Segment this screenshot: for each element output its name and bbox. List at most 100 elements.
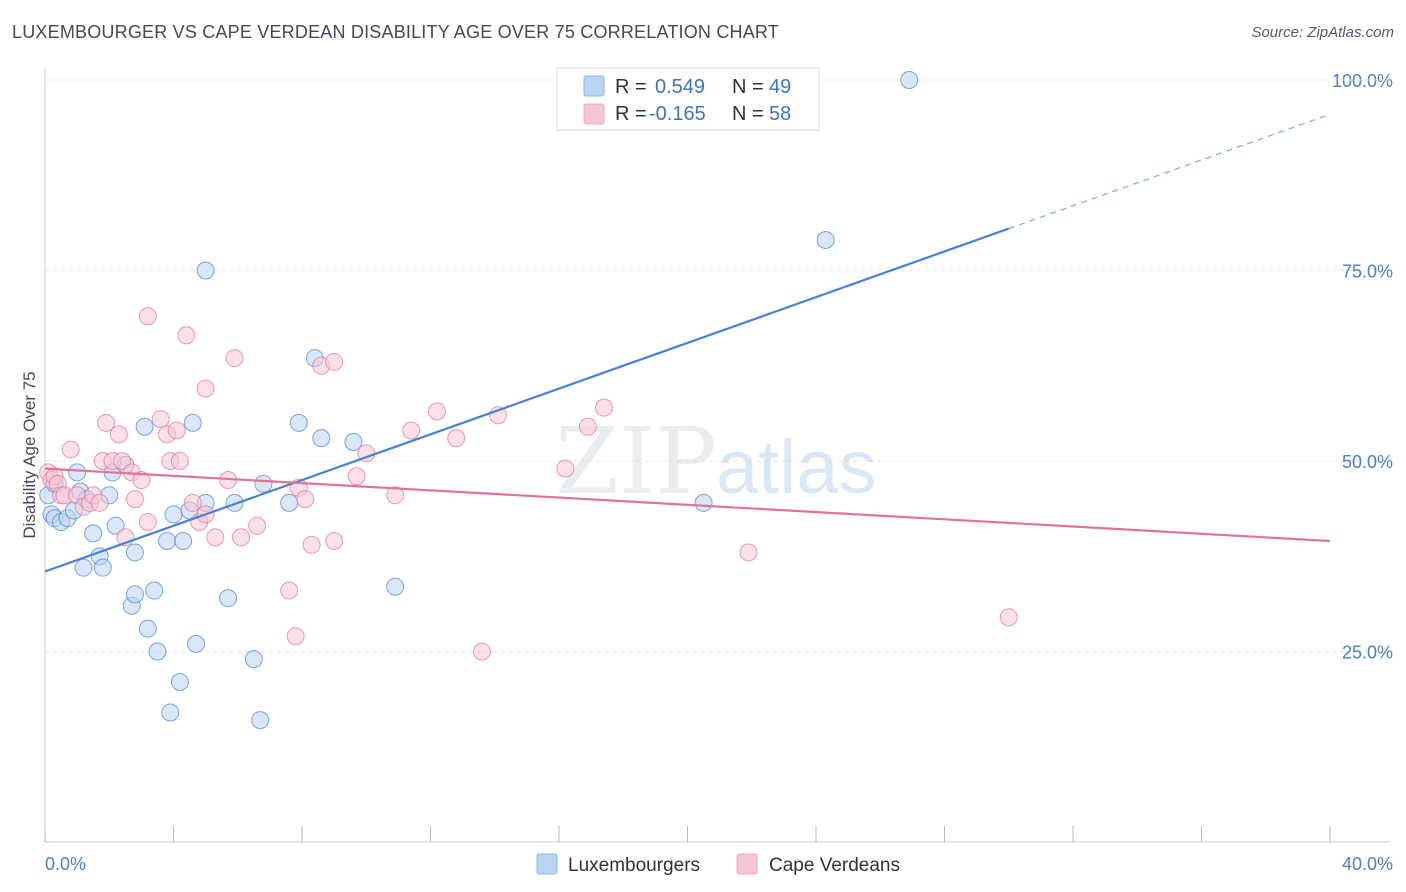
legend-r-value: -0.165 bbox=[649, 103, 706, 125]
point-luxembourgers bbox=[251, 711, 270, 730]
point-luxembourgers bbox=[74, 558, 93, 577]
x-tick-label: 40.0% bbox=[1342, 854, 1393, 874]
point-luxembourgers bbox=[93, 558, 112, 577]
point-cape-verdeans bbox=[325, 532, 344, 551]
point-cape-verdeans bbox=[402, 421, 421, 440]
legend-r-label: R = bbox=[615, 103, 647, 125]
point-luxembourgers bbox=[244, 650, 263, 669]
trend-line-cape-verdeans bbox=[44, 467, 1331, 543]
point-cape-verdeans bbox=[386, 486, 405, 505]
trend-line-luxembourgers bbox=[44, 227, 1010, 573]
point-cape-verdeans bbox=[167, 421, 186, 440]
point-luxembourgers bbox=[125, 585, 144, 604]
point-luxembourgers bbox=[186, 634, 205, 653]
legend-n-value: 49 bbox=[769, 76, 791, 98]
point-luxembourgers bbox=[125, 543, 144, 562]
point-luxembourgers bbox=[816, 231, 835, 250]
point-luxembourgers bbox=[164, 505, 183, 524]
point-cape-verdeans bbox=[325, 352, 344, 371]
point-cape-verdeans bbox=[296, 490, 315, 509]
legend-swatch-luxembourgers bbox=[536, 853, 558, 875]
point-cape-verdeans bbox=[138, 307, 157, 326]
point-cape-verdeans bbox=[225, 349, 244, 368]
point-cape-verdeans bbox=[177, 326, 196, 345]
point-cape-verdeans bbox=[206, 528, 225, 547]
point-luxembourgers bbox=[289, 413, 308, 432]
trend-line-extension bbox=[1008, 113, 1331, 230]
legend-n-label: N = bbox=[732, 76, 764, 98]
y-tick-label: 100.0% bbox=[1332, 71, 1393, 91]
y-tick-label: 25.0% bbox=[1342, 643, 1393, 663]
point-luxembourgers bbox=[135, 417, 154, 436]
series-legend: Luxembourgers Cape Verdeans bbox=[536, 853, 900, 876]
legend-n-label: N = bbox=[732, 103, 764, 125]
trend-lines bbox=[44, 113, 1331, 573]
point-luxembourgers bbox=[138, 619, 157, 638]
point-cape-verdeans bbox=[109, 425, 128, 444]
point-luxembourgers bbox=[219, 589, 238, 608]
legend-r-value: 0.549 bbox=[655, 76, 705, 98]
point-cape-verdeans bbox=[594, 398, 613, 417]
point-cape-verdeans bbox=[248, 516, 267, 535]
x-tick-label: 0.0% bbox=[45, 854, 86, 874]
gridlines: 25.0% 50.0% 75.0% 100.0% bbox=[45, 71, 1393, 663]
point-luxembourgers bbox=[158, 532, 177, 551]
point-luxembourgers bbox=[183, 413, 202, 432]
point-cape-verdeans bbox=[556, 459, 575, 478]
point-luxembourgers bbox=[68, 463, 87, 482]
point-luxembourgers bbox=[900, 71, 919, 89]
stats-legend: R = 0.549 N = 49 R = -0.165 N = 58 bbox=[556, 67, 820, 131]
point-luxembourgers bbox=[344, 432, 363, 451]
point-luxembourgers bbox=[145, 581, 164, 600]
point-luxembourgers bbox=[84, 524, 103, 543]
point-luxembourgers bbox=[254, 474, 273, 493]
legend-swatch-cape-verdeans bbox=[736, 853, 758, 875]
point-luxembourgers bbox=[148, 642, 167, 661]
point-luxembourgers bbox=[312, 429, 331, 448]
point-luxembourgers bbox=[386, 577, 405, 596]
y-axis-label: Disability Age Over 75 bbox=[20, 371, 39, 538]
source-credit: Source: ZipAtlas.com bbox=[1251, 24, 1394, 41]
point-cape-verdeans bbox=[125, 490, 144, 509]
point-cape-verdeans bbox=[999, 608, 1018, 627]
data-points bbox=[39, 71, 1018, 730]
point-cape-verdeans bbox=[302, 535, 321, 554]
point-luxembourgers bbox=[174, 532, 193, 551]
point-cape-verdeans bbox=[61, 440, 80, 459]
axes: 0.0% 40.0% bbox=[44, 68, 1393, 874]
point-cape-verdeans bbox=[151, 410, 170, 429]
point-cape-verdeans bbox=[280, 581, 299, 600]
point-cape-verdeans bbox=[578, 417, 597, 436]
point-cape-verdeans bbox=[427, 402, 446, 421]
legend-swatch-luxembourgers bbox=[583, 75, 605, 97]
legend-swatch-cape-verdeans bbox=[583, 103, 605, 125]
point-luxembourgers bbox=[694, 493, 713, 512]
point-luxembourgers bbox=[280, 493, 299, 512]
point-cape-verdeans bbox=[231, 528, 250, 547]
point-cape-verdeans bbox=[97, 413, 116, 432]
legend-r-label: R = bbox=[615, 76, 647, 98]
point-cape-verdeans bbox=[286, 627, 305, 646]
point-cape-verdeans bbox=[170, 452, 189, 470]
point-cape-verdeans bbox=[472, 642, 491, 661]
point-luxembourgers bbox=[196, 261, 215, 280]
point-cape-verdeans bbox=[138, 512, 157, 531]
watermark-atlas: atlas bbox=[716, 425, 877, 510]
point-cape-verdeans bbox=[739, 543, 758, 562]
point-cape-verdeans bbox=[347, 467, 366, 486]
point-cape-verdeans bbox=[132, 471, 151, 490]
chart-title: LUXEMBOURGER VS CAPE VERDEAN DISABILITY … bbox=[12, 22, 779, 42]
point-luxembourgers bbox=[170, 672, 189, 691]
legend-n-value: 58 bbox=[769, 103, 791, 125]
point-cape-verdeans bbox=[447, 429, 466, 448]
legend-label-cape-verdeans: Cape Verdeans bbox=[769, 855, 900, 876]
point-luxembourgers bbox=[161, 703, 180, 722]
point-cape-verdeans bbox=[196, 379, 215, 398]
point-cape-verdeans bbox=[183, 493, 202, 512]
legend-label-luxembourgers: Luxembourgers bbox=[568, 855, 700, 876]
y-tick-label: 75.0% bbox=[1342, 262, 1393, 282]
point-cape-verdeans bbox=[90, 493, 109, 512]
y-tick-label: 50.0% bbox=[1342, 452, 1393, 472]
watermark: ZIP atlas bbox=[555, 408, 877, 515]
